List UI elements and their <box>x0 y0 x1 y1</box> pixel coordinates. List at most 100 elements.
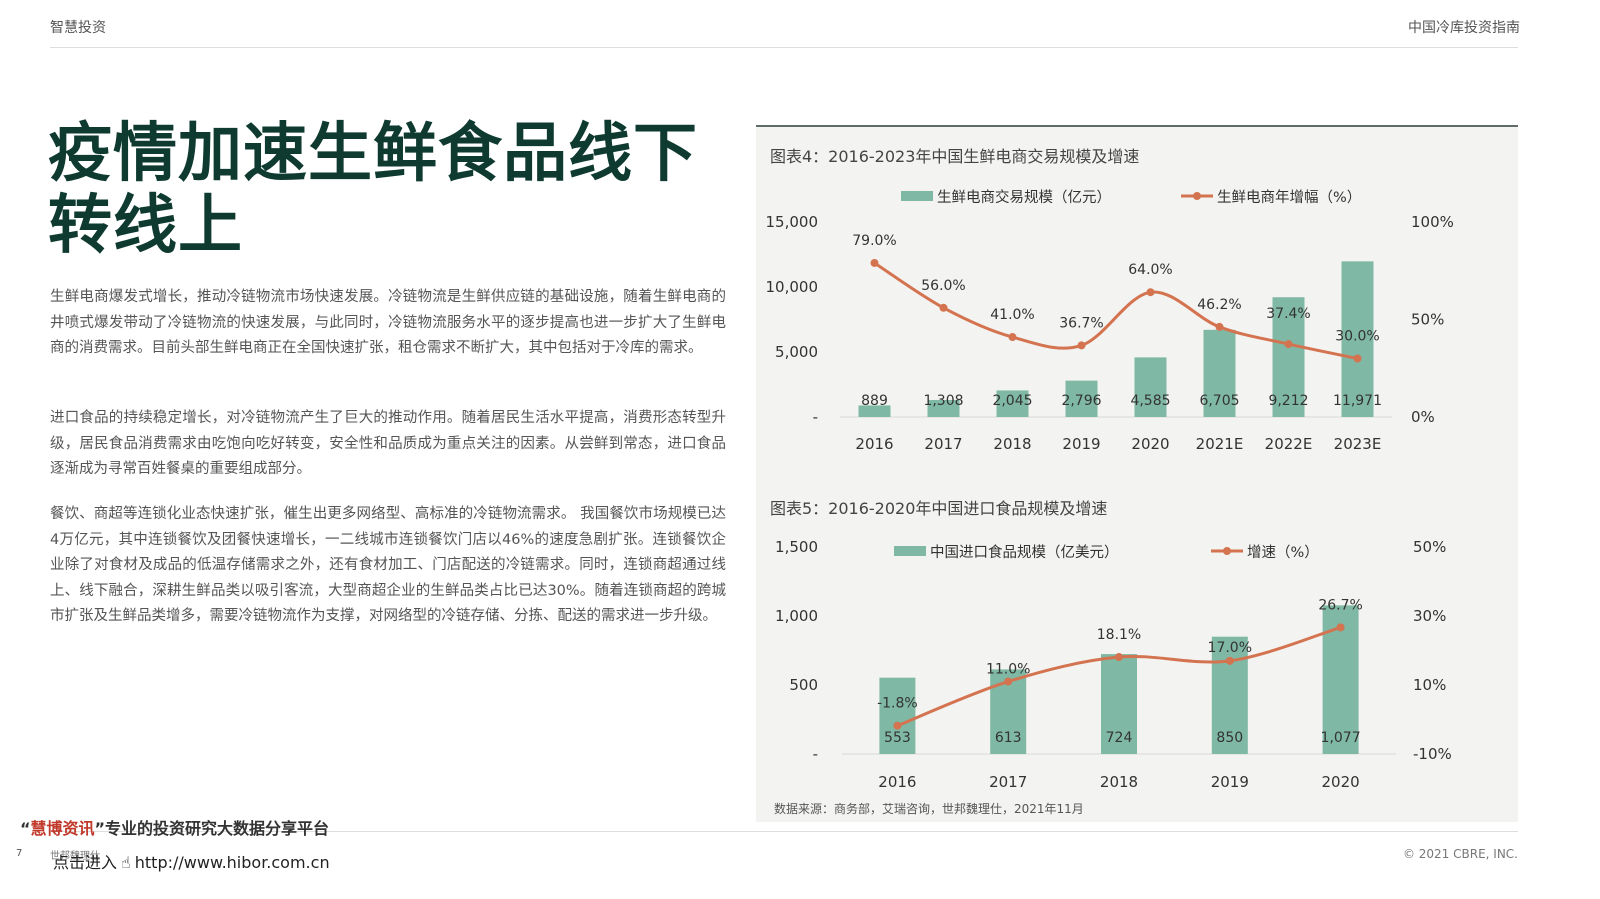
chart4-growth-value-label: 46.2% <box>1197 297 1241 313</box>
page-title: 疫情加速生鲜食品线下转线上 <box>48 116 698 263</box>
chart4-y2-tick-label: 0% <box>1411 408 1435 426</box>
chart5-bar-value-label: 1,077 <box>1321 730 1361 746</box>
watermark-link[interactable]: 点击进入 ☝ http://www.hibor.com.cn <box>53 849 330 873</box>
chart5-y2-tick-label: 10% <box>1413 676 1446 694</box>
watermark-link-prefix: 点击进入 <box>53 853 118 872</box>
chart4-bar <box>1134 357 1167 417</box>
chart4-bar <box>1272 297 1305 417</box>
chart4-x-tick-label: 2022E <box>1265 435 1313 453</box>
chart4-bar-value-label: 9,212 <box>1268 393 1308 409</box>
chart5-y-tick-label: 500 <box>789 676 818 694</box>
chart5-growth-point <box>893 721 902 730</box>
chart5-growth-value-label: 11.0% <box>986 662 1030 678</box>
chart4-growth-point <box>1146 288 1155 297</box>
chart4-y2-tick-label: 100% <box>1411 213 1454 231</box>
chart5-x-tick-label: 2020 <box>1322 773 1360 791</box>
chart4-growth-point <box>870 258 879 267</box>
paragraph-ecommerce: 生鲜电商爆发式增长，推动冷链物流市场快速发展。冷链物流是生鲜供应链的基础设施，随… <box>50 289 726 356</box>
chart5-bar-value-label: 850 <box>1216 730 1243 746</box>
chart4-growth-value-label: 36.7% <box>1059 315 1103 331</box>
chart4-growth-point <box>1008 333 1017 342</box>
chart4-bar-value-label: 6,705 <box>1199 393 1239 409</box>
watermark-slogan: “慧博资讯”专业的投资研究大数据分享平台 <box>20 815 329 839</box>
chart-source: 数据来源：商务部，艾瑞咨询，世邦魏理仕，2021年11月 <box>774 801 1084 816</box>
chart4-growth-value-label: 64.0% <box>1128 262 1172 278</box>
chart4-bar <box>996 390 1029 417</box>
chart4-growth-point <box>1284 340 1293 349</box>
chart4-growth-value-label: 37.4% <box>1266 306 1310 322</box>
chart4-legend-line-marker <box>1193 192 1201 200</box>
chart4-bar-value-label: 11,971 <box>1333 393 1382 409</box>
chart4-legend-bar-swatch <box>901 191 933 201</box>
chart4-x-tick-label: 2017 <box>924 435 962 453</box>
chart4-bar <box>1203 329 1236 417</box>
chart4-x-tick-label: 2023E <box>1334 435 1382 453</box>
chart5-bar <box>879 677 916 754</box>
chart5-y2-tick-label: 50% <box>1413 538 1446 556</box>
chart5-bar-value-label: 613 <box>995 730 1022 746</box>
chart5-y2-tick-label: -10% <box>1413 745 1452 763</box>
chart5-growth-point <box>1336 623 1345 632</box>
header-left: 智慧投资 <box>50 20 106 36</box>
watermark-quote-close: ” <box>94 819 106 838</box>
chart4-legend-line-label: 生鲜电商年增幅（%） <box>1217 189 1361 206</box>
chart4-legend-bar-label: 生鲜电商交易规模（亿元） <box>937 188 1111 206</box>
chart4-bar <box>858 405 891 417</box>
chart5-x-tick-label: 2018 <box>1100 773 1138 791</box>
chart4-y-tick-label: - <box>813 408 818 426</box>
chart5-x-tick-label: 2016 <box>878 773 916 791</box>
chart4-bar-value-label: 4,585 <box>1130 393 1170 409</box>
chart5-legend-bar-swatch <box>894 546 926 556</box>
watermark-url[interactable]: http://www.hibor.com.cn <box>134 853 330 872</box>
watermark-slogan-text: 专业的投资研究大数据分享平台 <box>105 819 330 838</box>
chart5-title: 图表5：2016-2020年中国进口食品规模及增速 <box>770 499 1107 518</box>
footer-divider <box>50 831 1518 832</box>
chart4-growth-point <box>1353 354 1362 363</box>
page-number: 7 <box>16 848 23 859</box>
chart4-x-tick-label: 2016 <box>855 435 893 453</box>
chart5-y2-tick-label: 30% <box>1413 607 1446 625</box>
pointing-hand-icon: ☝ <box>121 853 131 872</box>
chart4-growth-value-label: 56.0% <box>921 278 965 294</box>
chart5-x-tick-label: 2019 <box>1211 773 1249 791</box>
chart5-y-tick-label: 1,000 <box>775 607 818 625</box>
chart4-title: 图表4：2016-2023年中国生鲜电商交易规模及增速 <box>770 147 1139 166</box>
chart5-legend-line-label: 增速（%） <box>1247 544 1319 561</box>
chart4-growth-point <box>939 303 948 312</box>
chart4-growth-value-label: 79.0% <box>852 233 896 249</box>
chart4-growth-point <box>1215 322 1224 331</box>
chart5-bar <box>1101 654 1137 754</box>
chart5-y-tick-label: - <box>813 745 818 763</box>
chart4-bar-value-label: 889 <box>861 393 888 409</box>
chart5-growth-value-label: -1.8% <box>877 696 918 712</box>
chart4-bar-value-label: 2,796 <box>1061 393 1101 409</box>
watermark-brand: 慧博资讯 <box>30 819 95 838</box>
paragraph-imported-food: 进口食品的持续稳定增长，对冷链物流产生了巨大的推动作用。随着居民生活水平提高，消… <box>50 410 726 477</box>
watermark-quote-open: “ <box>20 819 31 838</box>
chart4-growth-value-label: 41.0% <box>990 307 1034 323</box>
chart4-bar-value-label: 2,045 <box>992 393 1032 409</box>
chart4-bar <box>1065 380 1098 417</box>
chart4-growth-value-label: 30.0% <box>1335 329 1379 345</box>
chart5-bar-value-label: 553 <box>884 730 911 746</box>
chart5-growth-value-label: 18.1% <box>1097 627 1141 643</box>
chart4-x-tick-label: 2020 <box>1131 435 1169 453</box>
chart4-bar <box>1341 261 1374 417</box>
footer-brand: 世邦魏理仕 <box>50 851 100 862</box>
chart4-y-tick-label: 10,000 <box>766 278 819 296</box>
chart5-y-tick-label: 1,500 <box>775 538 818 556</box>
chart5-growth-value-label: 26.7% <box>1318 597 1362 613</box>
chart5-bar <box>1211 636 1248 754</box>
chart5-legend-bar-label: 中国进口食品规模（亿美元） <box>930 544 1119 561</box>
chart5-legend-line-marker <box>1223 547 1231 555</box>
chart4-x-tick-label: 2021E <box>1196 435 1244 453</box>
paragraph-chain-retail: 餐饮、商超等连锁化业态快速扩张，催生出更多网络型、高标准的冷链物流需求。 我国餐… <box>50 506 726 624</box>
chart4-bar <box>927 399 960 417</box>
chart-panel: 图表4：2016-2023年中国生鲜电商交易规模及增速生鲜电商交易规模（亿元） 生… <box>756 125 1518 822</box>
chart4-bar-value-label: 1,308 <box>923 393 963 409</box>
chart5-growth-value-label: 17.0% <box>1208 640 1252 656</box>
chart5-growth-point <box>1004 677 1013 686</box>
chart4-y2-tick-label: 50% <box>1411 311 1444 329</box>
chart5-growth-point <box>1115 653 1123 662</box>
